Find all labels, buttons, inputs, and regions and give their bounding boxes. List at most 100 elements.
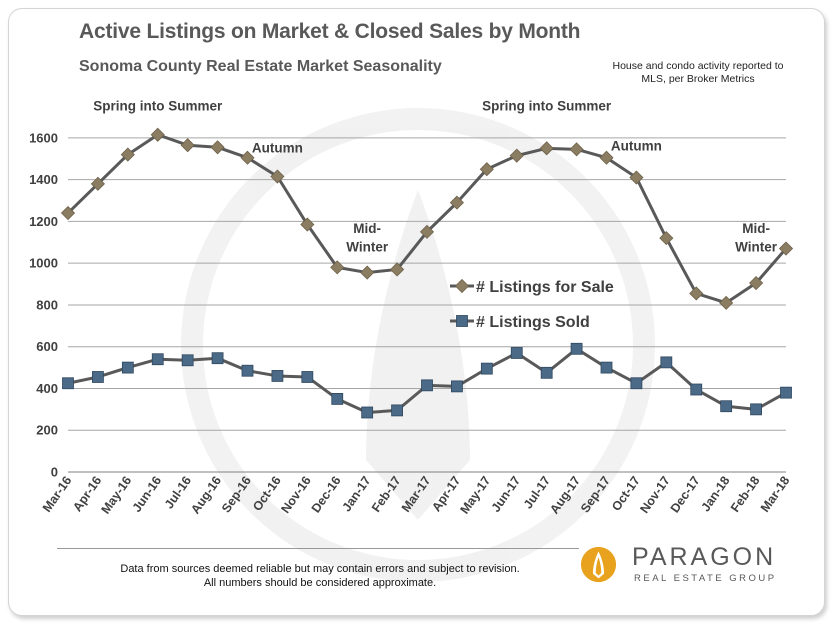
x-tick-label: Dec-16 xyxy=(309,474,344,516)
data-point xyxy=(750,403,762,416)
data-point xyxy=(300,217,315,232)
data-point xyxy=(181,354,194,367)
data-point xyxy=(630,377,643,390)
legend: # Listings for Sale # Listings Sold xyxy=(450,278,614,331)
legend-item: # Listings Sold xyxy=(450,314,590,331)
y-tick-label: 1600 xyxy=(29,130,58,145)
legend-marker xyxy=(456,315,468,327)
chart-frame xyxy=(8,8,825,616)
data-point xyxy=(301,371,314,383)
data-point xyxy=(62,377,74,390)
x-tick-label: Feb-18 xyxy=(728,474,763,515)
x-tick-label: May-17 xyxy=(458,474,494,517)
data-point xyxy=(150,127,165,142)
y-axis: 0 200 400 600 800 1000 1200 1400 1600 xyxy=(29,130,58,479)
x-tick-label: Nov-17 xyxy=(637,474,672,516)
data-point xyxy=(421,379,433,392)
data-point xyxy=(660,356,673,369)
data-point xyxy=(599,150,614,165)
x-tick-label: May-16 xyxy=(99,474,135,517)
data-point xyxy=(480,362,493,375)
series-layer xyxy=(60,127,794,419)
data-point xyxy=(451,380,463,393)
annotation-label: Winter xyxy=(346,240,389,255)
y-tick-label: 1400 xyxy=(29,172,58,187)
data-point xyxy=(211,352,224,365)
chart-title: Active Listings on Market & Closed Sales… xyxy=(79,20,581,43)
data-point xyxy=(570,342,583,355)
x-tick-label: Jan-17 xyxy=(339,474,373,515)
data-point xyxy=(121,361,134,374)
data-point xyxy=(689,286,704,301)
source-note: House and condo activity reported to MLS… xyxy=(598,60,798,86)
x-tick-label: Mar-18 xyxy=(758,474,793,515)
data-point xyxy=(539,141,554,156)
logo-tagline: REAL ESTATE GROUP xyxy=(634,573,777,584)
data-point xyxy=(419,224,435,239)
watermark-logo xyxy=(181,108,655,582)
chart-subtitle: Sonoma County Real Estate Market Seasona… xyxy=(79,58,442,75)
data-point xyxy=(749,275,764,291)
data-point xyxy=(510,347,523,359)
annotations: Spring into Summer Autumn Mid- Winter Spring… xyxy=(93,99,778,255)
y-tick-label: 1000 xyxy=(29,256,58,271)
y-tick-label: 200 xyxy=(36,423,58,438)
y-tick-label: 800 xyxy=(36,297,58,312)
source-note-line-2: MLS, per Broker Metrics xyxy=(641,73,755,85)
y-tick-label: 1200 xyxy=(29,214,58,229)
logo-name: PARAGON xyxy=(632,543,777,571)
data-point xyxy=(778,241,794,256)
data-point xyxy=(479,162,494,177)
gridlines xyxy=(68,137,786,473)
data-point xyxy=(690,383,703,396)
data-point xyxy=(270,169,285,184)
data-point xyxy=(540,366,553,379)
data-point xyxy=(361,406,374,419)
data-point xyxy=(629,170,644,185)
annotation-label: Autumn xyxy=(252,141,303,156)
data-point xyxy=(330,260,345,275)
data-point xyxy=(120,147,135,162)
legend-label: # Listings for Sale xyxy=(476,279,614,296)
data-point xyxy=(390,262,405,277)
y-tick-label: 400 xyxy=(36,381,58,396)
x-tick-label: Aug-16 xyxy=(188,474,224,517)
data-point xyxy=(600,361,613,374)
legend-marker xyxy=(454,278,470,294)
data-point xyxy=(720,400,733,413)
source-note-line-1: House and condo activity reported to xyxy=(612,60,784,72)
disclaimer-line-2: All numbers should be considered approxi… xyxy=(203,577,437,589)
data-point xyxy=(241,364,254,377)
annotation-label: Spring into Summer xyxy=(482,99,612,114)
data-point xyxy=(360,265,375,280)
data-point xyxy=(449,195,464,210)
data-point xyxy=(331,393,344,405)
x-tick-label: Nov-16 xyxy=(278,474,313,516)
data-point xyxy=(180,138,195,153)
x-tick-label: Jan-18 xyxy=(698,474,732,515)
x-tick-label: Jun-17 xyxy=(489,474,524,515)
data-point xyxy=(240,150,255,165)
paragon-logo: PARAGON REAL ESTATE GROUP xyxy=(580,543,790,587)
annotation-label: Spring into Summer xyxy=(93,99,223,114)
footer-disclaimer: Data from sources deemed reliable but ma… xyxy=(60,562,580,590)
footer-divider xyxy=(57,548,579,549)
data-point xyxy=(151,353,164,366)
data-point xyxy=(60,205,76,221)
data-point xyxy=(92,371,104,383)
data-point xyxy=(719,295,734,310)
series-listings-for-sale xyxy=(60,127,794,310)
data-point xyxy=(210,140,225,155)
data-point xyxy=(659,231,674,246)
x-tick-label: Mar-16 xyxy=(40,474,75,515)
annotation-label: Mid- xyxy=(742,221,770,236)
annotation-label: Winter xyxy=(735,240,778,255)
y-tick-label: 600 xyxy=(36,339,58,354)
data-point xyxy=(780,386,792,399)
data-point xyxy=(271,370,284,382)
annotation-label: Mid- xyxy=(353,221,381,236)
paragon-mark-icon xyxy=(580,546,617,583)
data-point xyxy=(90,176,105,191)
legend-item: # Listings for Sale xyxy=(450,278,614,296)
